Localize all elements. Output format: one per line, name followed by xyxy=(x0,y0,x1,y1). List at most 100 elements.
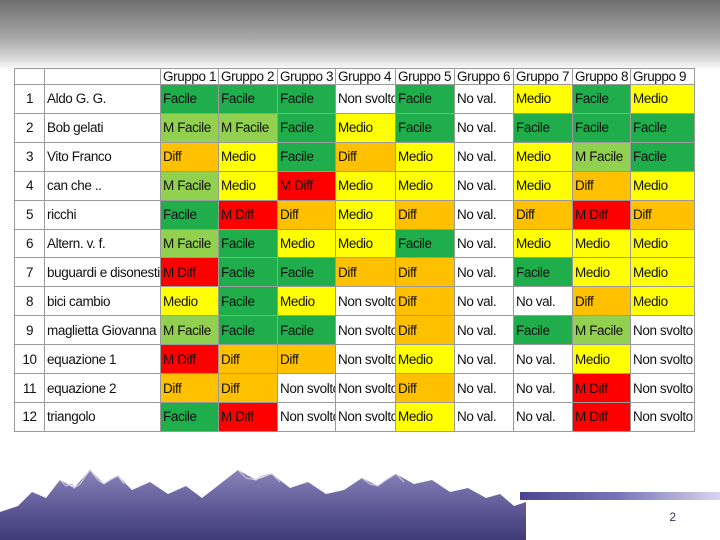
rating-cell-gruppo-9: Medio xyxy=(630,170,695,201)
rating-cell-gruppo-7: Facile xyxy=(513,257,573,288)
rating-cell-gruppo-6: No val. xyxy=(454,112,514,143)
rating-cell-gruppo-9: Medio xyxy=(630,286,695,317)
table-row: 4 can che .. M Facile Medio M Diff Medio Medio… xyxy=(14,170,695,201)
rating-cell-gruppo-8: M Diff xyxy=(572,199,631,230)
header-cell-name xyxy=(44,68,161,85)
rating-cell-gruppo-5: Facile xyxy=(395,112,455,143)
rating-cell-gruppo-4: Non svolto xyxy=(335,344,396,375)
rating-cell-gruppo-4: Diff xyxy=(335,141,396,172)
row-number-cell: 12 xyxy=(14,401,45,433)
rating-cell-gruppo-2: Medio xyxy=(218,141,278,172)
rating-cell-gruppo-7: Facile xyxy=(513,112,573,143)
rating-cell-gruppo-3: Facile xyxy=(277,315,336,346)
rating-cell-gruppo-9: Medio xyxy=(630,257,695,288)
rating-cell-gruppo-8: M Diff xyxy=(572,373,631,403)
rating-cell-gruppo-1: M Facile xyxy=(160,112,219,143)
rating-cell-gruppo-8: M Facile xyxy=(572,141,631,172)
row-name-cell: Bob gelati xyxy=(44,112,161,143)
row-name-cell: buguardi e disonesti xyxy=(44,257,161,288)
rating-cell-gruppo-9: Non svolto xyxy=(630,344,695,375)
table-row: 12 triangolo Facile M Diff Non svolto Non svo… xyxy=(14,401,695,433)
row-number-cell: 8 xyxy=(14,286,45,317)
header-cell-gruppo-3: Gruppo 3 xyxy=(277,68,336,85)
mountain-silhouette xyxy=(0,470,526,540)
row-number-cell: 2 xyxy=(14,112,45,143)
rating-cell-gruppo-3: Diff xyxy=(277,199,336,230)
rating-cell-gruppo-1: M Diff xyxy=(160,344,219,375)
row-name-cell: triangolo xyxy=(44,401,161,433)
rating-cell-gruppo-1: Diff xyxy=(160,141,219,172)
rating-cell-gruppo-6: No val. xyxy=(454,84,514,114)
rating-cell-gruppo-4: Medio xyxy=(335,228,396,259)
rating-cell-gruppo-7: No val. xyxy=(513,373,573,403)
rating-cell-gruppo-5: Diff xyxy=(395,315,455,346)
rating-cell-gruppo-3: Facile xyxy=(277,257,336,288)
row-name-cell: bici cambio xyxy=(44,286,161,317)
rating-cell-gruppo-9: Non svolto xyxy=(630,315,695,346)
row-number-cell: 10 xyxy=(14,344,45,375)
header-gradient-band xyxy=(0,0,720,70)
rating-cell-gruppo-4: Non svolto xyxy=(335,315,396,346)
header-cell-gruppo-8: Gruppo 8 xyxy=(572,68,631,85)
rating-cell-gruppo-2: M Diff xyxy=(218,199,278,230)
rating-cell-gruppo-1: Diff xyxy=(160,373,219,403)
rating-cell-gruppo-6: No val. xyxy=(454,257,514,288)
header-cell-gruppo-1: Gruppo 1 xyxy=(160,68,219,85)
rating-cell-gruppo-3: Facile xyxy=(277,141,336,172)
row-name-cell: equazione 1 xyxy=(44,344,161,375)
rating-cell-gruppo-1: Facile xyxy=(160,199,219,230)
table-row: 6 Altern. v. f. M Facile Facile Medio Medio Fa… xyxy=(14,228,695,259)
rating-cell-gruppo-5: Facile xyxy=(395,84,455,114)
rating-cell-gruppo-4: Non svolto xyxy=(335,373,396,403)
rating-cell-gruppo-7: Medio xyxy=(513,84,573,114)
rating-cell-gruppo-9: Medio xyxy=(630,84,695,114)
rating-cell-gruppo-9: Diff xyxy=(630,199,695,230)
table-row: 8 bici cambio Medio Facile Medio Non svolto Di… xyxy=(14,286,695,317)
rating-cell-gruppo-7: Medio xyxy=(513,141,573,172)
rating-cell-gruppo-6: No val. xyxy=(454,141,514,172)
row-number-cell: 11 xyxy=(14,373,45,403)
rating-cell-gruppo-2: Diff xyxy=(218,344,278,375)
rating-cell-gruppo-5: Diff xyxy=(395,286,455,317)
rating-cell-gruppo-7: Medio xyxy=(513,170,573,201)
rating-cell-gruppo-9: Facile xyxy=(630,112,695,143)
row-number-cell: 1 xyxy=(14,84,45,114)
rating-cell-gruppo-5: Diff xyxy=(395,257,455,288)
rating-cell-gruppo-2: M Facile xyxy=(218,112,278,143)
rating-cell-gruppo-7: Facile xyxy=(513,315,573,346)
header-cell-gruppo-7: Gruppo 7 xyxy=(513,68,573,85)
header-cell-gruppo-2: Gruppo 2 xyxy=(218,68,278,85)
rating-cell-gruppo-8: Medio xyxy=(572,228,631,259)
row-name-cell: ricchi xyxy=(44,199,161,230)
rating-cell-gruppo-6: No val. xyxy=(454,373,514,403)
mountain-snow-lines xyxy=(59,469,405,489)
rating-cell-gruppo-8: Diff xyxy=(572,286,631,317)
row-name-cell: maglietta Giovanna xyxy=(44,315,161,346)
rating-cell-gruppo-7: Diff xyxy=(513,199,573,230)
rating-cell-gruppo-3: Non svolto xyxy=(277,401,336,433)
rating-cell-gruppo-5: Medio xyxy=(395,170,455,201)
table-row: 2 Bob gelati M Facile M Facile Facile Medio Fa… xyxy=(14,112,695,143)
header-cell-num xyxy=(14,68,45,85)
rating-cell-gruppo-9: Medio xyxy=(630,228,695,259)
rating-cell-gruppo-2: Facile xyxy=(218,228,278,259)
rating-cell-gruppo-6: No val. xyxy=(454,344,514,375)
rating-cell-gruppo-5: Diff xyxy=(395,373,455,403)
rating-cell-gruppo-6: No val. xyxy=(454,401,514,433)
rating-cell-gruppo-1: M Facile xyxy=(160,315,219,346)
header-cell-gruppo-9: Gruppo 9 xyxy=(630,68,695,85)
rating-cell-gruppo-8: Facile xyxy=(572,84,631,114)
rating-cell-gruppo-8: M Facile xyxy=(572,315,631,346)
header-cell-gruppo-5: Gruppo 5 xyxy=(395,68,455,85)
rating-cell-gruppo-3: Facile xyxy=(277,112,336,143)
rating-cell-gruppo-9: Non svolto xyxy=(630,373,695,403)
table-row: 1 Aldo G. G. Facile Facile Facile Non svolto F… xyxy=(14,84,695,114)
rating-cell-gruppo-5: Medio xyxy=(395,344,455,375)
page-number: 2 xyxy=(669,510,676,524)
rating-cell-gruppo-5: Diff xyxy=(395,199,455,230)
table-body: 1 Aldo G. G. Facile Facile Facile Non svolto F… xyxy=(14,84,695,433)
results-table-container: Gruppo 1 Gruppo 2 Gruppo 3 Gruppo 4 Grup… xyxy=(14,68,695,433)
rating-cell-gruppo-6: No val. xyxy=(454,286,514,317)
rating-cell-gruppo-2: Facile xyxy=(218,257,278,288)
